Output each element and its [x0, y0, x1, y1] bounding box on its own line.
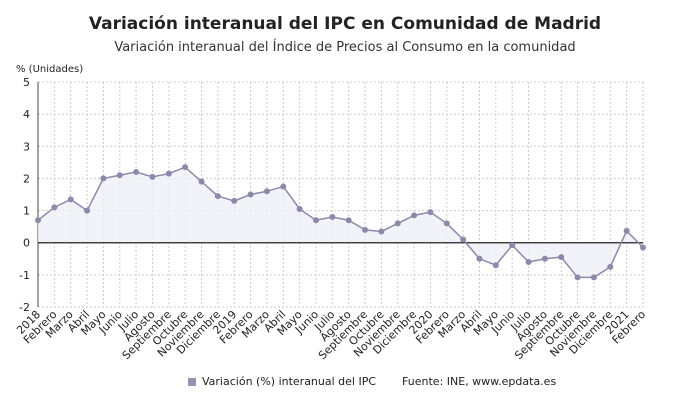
- data-point: [182, 164, 189, 171]
- y-tick-label: -2: [19, 301, 30, 314]
- data-point: [411, 212, 418, 219]
- data-point: [51, 204, 58, 211]
- data-point: [149, 173, 156, 180]
- data-point: [541, 255, 548, 262]
- data-point: [607, 263, 614, 270]
- data-point: [476, 255, 483, 262]
- y-tick-label: -1: [19, 269, 30, 282]
- data-point: [35, 217, 41, 224]
- y-tick-label: 4: [23, 108, 30, 121]
- y-tick-label: 3: [23, 140, 30, 153]
- data-point: [492, 262, 499, 269]
- data-point: [198, 178, 205, 185]
- legend: Variación (%) interanual del IPC Fuente:…: [188, 375, 556, 388]
- data-point: [296, 205, 303, 212]
- data-point: [165, 170, 172, 177]
- data-point: [84, 207, 91, 214]
- y-tick-label: 1: [23, 205, 30, 218]
- data-point: [133, 169, 140, 175]
- data-point: [247, 191, 254, 198]
- data-point: [509, 242, 516, 249]
- data-point: [640, 244, 646, 251]
- data-point: [623, 227, 630, 234]
- source: Fuente: INE, www.epdata.es: [402, 375, 557, 388]
- data-point: [231, 197, 238, 204]
- series-area: [38, 167, 643, 278]
- y-tick-label: 2: [23, 172, 30, 185]
- data-point: [590, 274, 597, 281]
- data-point: [345, 217, 352, 224]
- data-point: [460, 236, 467, 243]
- data-point: [312, 217, 319, 224]
- data-point: [329, 214, 336, 220]
- y-tick-label: 0: [23, 237, 30, 250]
- data-point: [214, 193, 221, 200]
- data-point: [378, 228, 385, 235]
- data-point: [574, 274, 581, 281]
- y-tick-label: 5: [23, 76, 30, 89]
- data-point: [394, 220, 401, 227]
- data-point: [100, 175, 107, 182]
- data-point: [525, 259, 532, 265]
- chart-subtitle: Variación interanual del Índice de Preci…: [114, 40, 576, 55]
- data-point: [427, 209, 434, 216]
- legend-label: Variación (%) interanual del IPC: [202, 375, 377, 388]
- data-point: [362, 226, 369, 233]
- data-point: [558, 254, 565, 261]
- data-point: [67, 196, 74, 203]
- chart-title: Variación interanual del IPC en Comunida…: [88, 14, 602, 34]
- data-point: [116, 172, 123, 179]
- data-point: [280, 183, 287, 190]
- data-point: [263, 188, 270, 195]
- y-axis-label: % (Unidades): [16, 64, 84, 75]
- legend-swatch: [188, 377, 196, 386]
- data-point: [443, 220, 450, 227]
